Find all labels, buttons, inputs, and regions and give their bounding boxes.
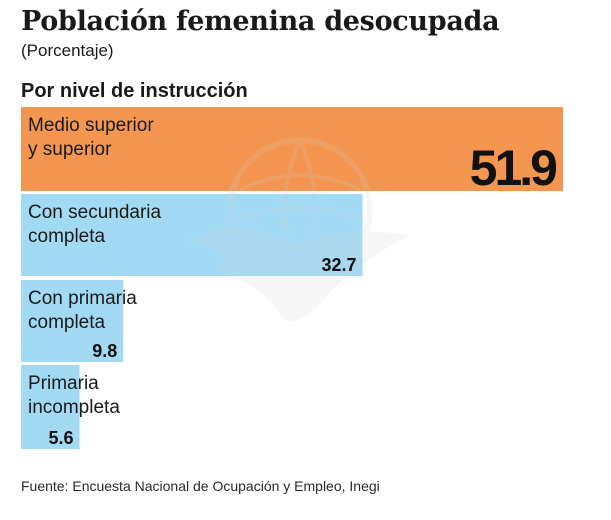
bar xyxy=(21,365,80,449)
category-label: Medio superior xyxy=(28,115,154,136)
category-label: y superior xyxy=(28,139,112,160)
chart-subtitle: (Porcentaje) xyxy=(21,41,114,60)
category-label: incompleta xyxy=(28,397,120,418)
section-title: Por nivel de instrucción xyxy=(21,80,248,102)
value-label: 9.8 xyxy=(92,341,117,361)
chart-title: Población femenina desocupada xyxy=(21,6,500,37)
value-label: 5.6 xyxy=(48,428,73,448)
bar xyxy=(21,194,363,276)
category-label: Con secundaria xyxy=(28,202,162,223)
category-label: completa xyxy=(28,312,106,333)
source-note: Fuente: Encuesta Nacional de Ocupación y… xyxy=(21,478,380,494)
bar xyxy=(21,280,124,362)
bars-layer xyxy=(21,107,563,449)
bar xyxy=(21,107,563,191)
eagle-globe-logo xyxy=(190,137,410,321)
value-label: 32.7 xyxy=(321,255,356,275)
value-label: 51.9 xyxy=(470,140,557,196)
category-label: completa xyxy=(28,226,106,247)
category-label: Con primaria xyxy=(28,288,137,309)
category-label: Primaria xyxy=(28,373,99,394)
labels-layer: Medio superior y superior 51.9 Con secundar… xyxy=(28,115,559,448)
